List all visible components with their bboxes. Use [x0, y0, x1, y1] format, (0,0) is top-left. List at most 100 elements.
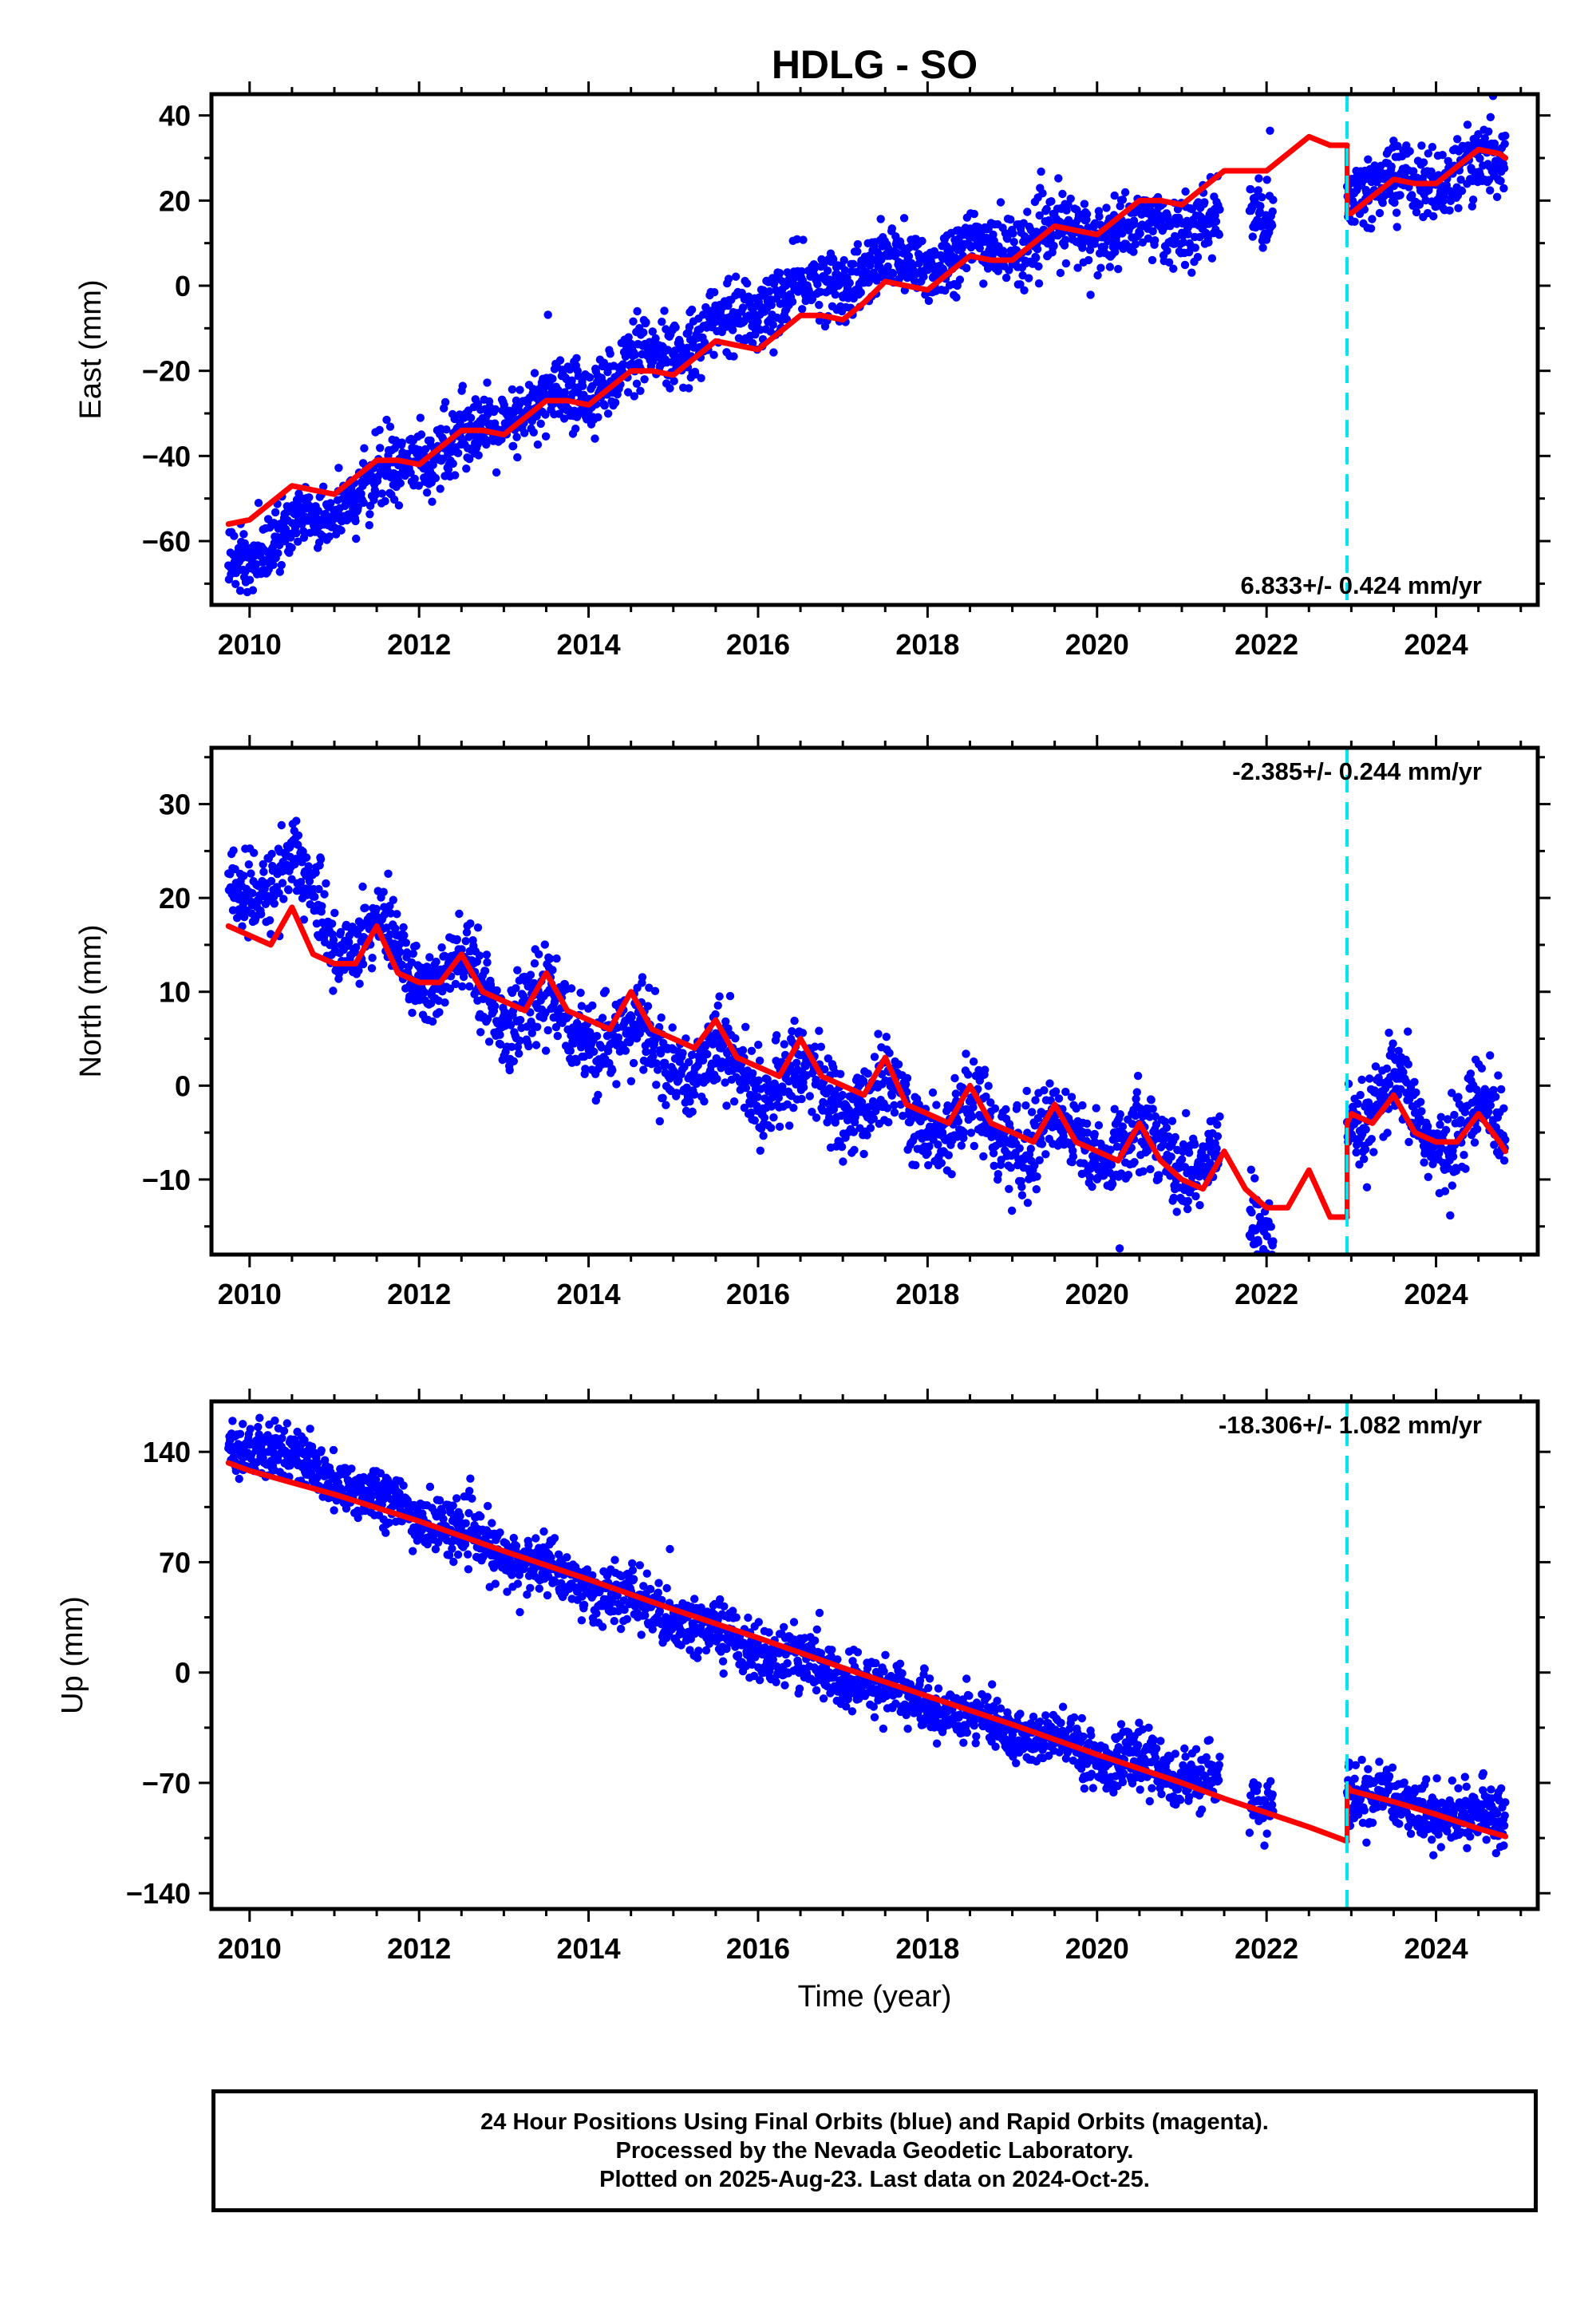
data-point: [279, 895, 288, 903]
data-point: [944, 1151, 954, 1160]
data-point: [401, 939, 410, 947]
data-point: [1151, 236, 1159, 245]
data-point: [756, 1146, 764, 1156]
data-point: [1474, 130, 1483, 139]
data-point: [502, 1009, 511, 1018]
data-point: [1078, 1101, 1087, 1110]
data-point: [1032, 1185, 1041, 1194]
data-point: [1163, 247, 1171, 255]
panel-frame: [209, 92, 1540, 607]
data-point: [431, 473, 440, 483]
data-point: [1486, 186, 1495, 195]
data-point: [543, 310, 552, 319]
data-point: [753, 318, 762, 326]
data-point: [950, 1073, 959, 1083]
data-point: [541, 432, 551, 441]
data-point: [1054, 174, 1063, 183]
data-point: [729, 326, 737, 334]
data-point: [619, 360, 628, 369]
data-point: [548, 966, 557, 974]
data-point: [869, 1114, 879, 1123]
data-point: [603, 409, 613, 418]
data-point: [271, 1416, 279, 1425]
data-point: [281, 524, 290, 534]
data-point: [672, 1089, 681, 1097]
data-point: [1254, 1238, 1263, 1247]
data-point: [876, 215, 885, 223]
data-point: [1486, 113, 1495, 121]
data-point: [658, 318, 666, 326]
y-tick-label: 20: [159, 184, 191, 217]
data-point: [788, 1027, 796, 1036]
data-point: [1256, 1261, 1264, 1269]
data-point: [1361, 1125, 1370, 1134]
data-point: [1114, 264, 1123, 274]
data-point: [683, 343, 692, 352]
data-point: [1067, 1093, 1077, 1101]
data-point: [1179, 238, 1188, 247]
data-point: [1255, 1212, 1264, 1222]
data-point: [788, 297, 797, 306]
data-point: [1476, 154, 1484, 163]
data-point: [319, 482, 328, 491]
data-point: [1151, 1112, 1160, 1121]
data-point: [816, 1042, 826, 1051]
data-point: [535, 950, 543, 958]
data-point: [1454, 1093, 1463, 1101]
data-point: [990, 1104, 1000, 1113]
data-point: [612, 1080, 621, 1089]
data-point: [1182, 1109, 1191, 1118]
data-point: [642, 1047, 650, 1057]
data-point: [1492, 192, 1502, 201]
data-point: [1366, 224, 1376, 233]
data-point: [248, 586, 258, 595]
data-point: [652, 1081, 661, 1089]
data-point: [533, 440, 543, 449]
data-point: [642, 318, 650, 327]
data-point: [417, 430, 426, 439]
data-point: [710, 288, 719, 297]
data-point: [1371, 1062, 1381, 1071]
data-point: [670, 346, 680, 355]
data-point: [1369, 1148, 1378, 1156]
data-point: [358, 882, 367, 891]
data-point: [768, 320, 777, 330]
data-point: [1419, 158, 1428, 167]
data-point: [505, 1065, 514, 1075]
data-point: [783, 1100, 792, 1109]
data-point: [924, 1160, 933, 1170]
data-point: [685, 384, 693, 393]
data-point: [1350, 217, 1359, 226]
data-point: [1146, 1164, 1155, 1174]
data-point: [435, 1008, 444, 1017]
data-point: [551, 1022, 561, 1032]
data-point: [1047, 197, 1056, 206]
data-point: [1212, 1144, 1221, 1153]
data-point: [969, 1103, 978, 1112]
x-tick-label: 2014: [557, 628, 621, 661]
data-point: [1130, 219, 1139, 228]
model-line-segment: [1344, 146, 1509, 216]
x-tick-label: 2024: [1404, 628, 1468, 661]
data-point: [1405, 147, 1414, 156]
data-point: [305, 493, 314, 502]
data-point: [396, 947, 405, 957]
data-point: [389, 895, 397, 904]
data-point: [576, 988, 585, 998]
y-tick-label: 30: [159, 788, 191, 821]
data-point: [480, 966, 490, 975]
data-point: [1362, 1183, 1372, 1192]
data-point: [760, 1113, 769, 1122]
data-point: [416, 413, 425, 422]
data-point: [724, 275, 733, 283]
data-point: [811, 261, 820, 270]
data-point: [1200, 198, 1209, 207]
data-point: [769, 348, 778, 357]
data-point: [650, 986, 660, 996]
data-point: [657, 1013, 666, 1022]
data-point: [1193, 252, 1203, 262]
data-point: [870, 1053, 879, 1061]
data-point: [440, 998, 449, 1007]
data-point: [1269, 196, 1278, 204]
data-point: [774, 1093, 783, 1102]
